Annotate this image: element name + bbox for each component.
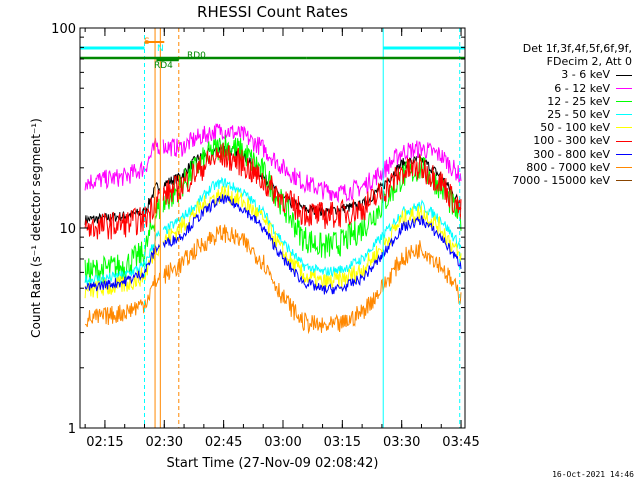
- legend-entry-label: 50 - 100 keV: [540, 121, 610, 135]
- series-line-6: [84, 142, 462, 240]
- legend-entry: 300 - 800 keV: [478, 148, 632, 161]
- legend-entry: 50 - 100 keV: [478, 121, 632, 134]
- series-line-5: [84, 185, 462, 299]
- series-line-2: [84, 123, 462, 204]
- legend-header-line-2: FDecim 2, Att 0: [546, 55, 632, 69]
- legend: Det 1f,3f,4f,5f,6f,9f, FDecim 2, Att 0 3…: [478, 42, 632, 187]
- legend-entry: 7000 - 15000 keV: [478, 174, 632, 187]
- series-line-8: [84, 224, 462, 335]
- legend-entry: 100 - 300 keV: [478, 134, 632, 147]
- legend-swatch: [616, 140, 632, 142]
- x-axis-label: Start Time (27-Nov-09 02:08:42): [167, 456, 379, 471]
- legend-entry-label: 25 - 50 keV: [547, 108, 610, 122]
- x-tick-label-2: 02:30: [146, 435, 183, 450]
- legend-swatch: [616, 87, 632, 89]
- legend-entry-label: 12 - 25 keV: [547, 94, 610, 108]
- x-tick-label-6: 03:30: [383, 435, 420, 450]
- y-axis-label: Count Rate (s⁻¹ detector segment⁻¹): [29, 118, 43, 338]
- legend-swatch: [616, 74, 632, 76]
- series-line-7: [84, 194, 462, 295]
- x-tick-label-5: 03:15: [324, 435, 361, 450]
- footer-timestamp: 16-Oct-2021 14:46: [552, 470, 634, 479]
- x-tick-label-3: 02:45: [205, 435, 242, 450]
- legend-entry-label: 300 - 800 keV: [533, 147, 610, 161]
- legend-entry-label: 7000 - 15000 keV: [512, 174, 610, 188]
- y-tick-label-3: 100: [51, 22, 76, 37]
- x-tick-label-4: 03:00: [264, 435, 301, 450]
- legend-entry-label: 800 - 7000 keV: [526, 160, 610, 174]
- series-group: [84, 123, 462, 335]
- x-tick-label-7: 03:45: [442, 435, 479, 450]
- legend-entry-label: 6 - 12 keV: [554, 81, 610, 95]
- x-tick-label-1: 02:15: [86, 435, 123, 450]
- annotation-n: N: [157, 44, 164, 54]
- legend-entry: 25 - 50 keV: [478, 108, 632, 121]
- annotation-s: S: [144, 37, 150, 47]
- legend-swatch: [616, 180, 632, 182]
- chart-title: RHESSI Count Rates: [197, 3, 348, 21]
- legend-swatch: [616, 153, 632, 155]
- legend-swatch: [616, 100, 632, 102]
- legend-swatch: [616, 127, 632, 129]
- legend-swatch: [616, 166, 632, 168]
- legend-entry: 3 - 6 keV: [478, 68, 632, 81]
- legend-header-line-1: Det 1f,3f,4f,5f,6f,9f,: [522, 42, 632, 55]
- legend-entry-label: 3 - 6 keV: [561, 68, 610, 82]
- legend-swatch: [616, 114, 632, 116]
- legend-entry: 6 - 12 keV: [478, 82, 632, 95]
- y-tick-label-2: 10: [59, 222, 76, 237]
- annotation-rd4: RD4: [154, 61, 173, 71]
- legend-entry-label: 100 - 300 keV: [533, 134, 610, 148]
- legend-entry: 800 - 7000 keV: [478, 161, 632, 174]
- y-tick-label-1: 1: [68, 422, 76, 437]
- annotation-rd0: RD0: [187, 51, 206, 61]
- legend-entry: 12 - 25 keV: [478, 95, 632, 108]
